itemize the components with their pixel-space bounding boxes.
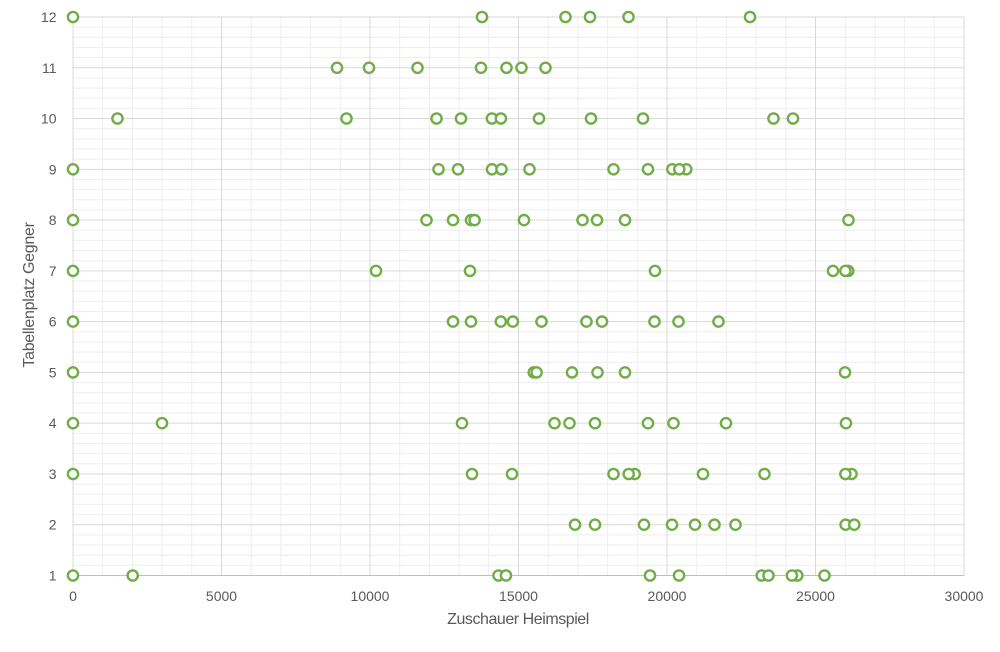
svg-text:25000: 25000 xyxy=(796,588,835,604)
svg-text:7: 7 xyxy=(49,263,57,279)
svg-text:11: 11 xyxy=(42,60,57,76)
svg-text:5000: 5000 xyxy=(206,588,237,604)
svg-text:3: 3 xyxy=(49,466,57,482)
svg-text:4: 4 xyxy=(49,415,57,431)
svg-text:Zuschauer Heimspiel: Zuschauer Heimspiel xyxy=(447,611,589,628)
svg-text:20000: 20000 xyxy=(648,588,687,604)
svg-text:10: 10 xyxy=(41,111,57,127)
svg-text:0: 0 xyxy=(69,588,77,604)
svg-text:30000: 30000 xyxy=(945,588,984,604)
svg-text:6: 6 xyxy=(49,314,57,330)
svg-text:2: 2 xyxy=(49,517,57,533)
svg-text:8: 8 xyxy=(49,212,57,228)
svg-text:Tabellenplatz Gegner: Tabellenplatz Gegner xyxy=(21,221,38,367)
svg-text:1: 1 xyxy=(49,568,57,584)
svg-text:5: 5 xyxy=(49,364,57,380)
svg-text:10000: 10000 xyxy=(351,588,390,604)
svg-text:15000: 15000 xyxy=(499,588,538,604)
svg-text:9: 9 xyxy=(49,161,57,177)
svg-text:12: 12 xyxy=(41,9,57,25)
